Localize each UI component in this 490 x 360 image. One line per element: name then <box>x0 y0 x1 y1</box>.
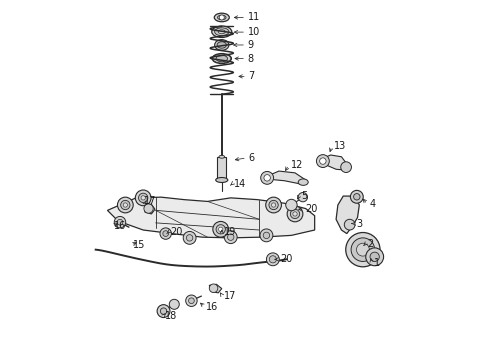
Text: 16: 16 <box>114 221 126 231</box>
Ellipse shape <box>298 179 308 185</box>
Circle shape <box>118 197 133 213</box>
Circle shape <box>144 204 153 213</box>
Circle shape <box>216 225 225 234</box>
Ellipse shape <box>217 42 226 48</box>
Text: 20: 20 <box>280 254 293 264</box>
Circle shape <box>293 212 297 216</box>
Circle shape <box>160 228 172 239</box>
Circle shape <box>260 229 273 242</box>
Circle shape <box>169 299 179 309</box>
Circle shape <box>264 175 270 181</box>
Circle shape <box>266 197 281 213</box>
Text: 17: 17 <box>224 291 237 301</box>
Ellipse shape <box>212 54 231 64</box>
Circle shape <box>183 231 196 244</box>
Circle shape <box>261 171 273 184</box>
Circle shape <box>157 305 170 318</box>
Text: 12: 12 <box>291 160 303 170</box>
Text: 4: 4 <box>369 199 375 209</box>
Text: 14: 14 <box>234 179 246 189</box>
Circle shape <box>139 193 148 203</box>
Ellipse shape <box>216 55 227 62</box>
Polygon shape <box>145 204 155 214</box>
Text: 15: 15 <box>132 240 145 250</box>
Circle shape <box>224 231 237 244</box>
Circle shape <box>291 209 300 219</box>
Text: 6: 6 <box>248 153 255 163</box>
Circle shape <box>219 227 223 231</box>
Circle shape <box>271 203 276 207</box>
Circle shape <box>298 193 308 202</box>
Circle shape <box>356 243 369 256</box>
Text: 20: 20 <box>171 227 183 237</box>
Circle shape <box>267 253 279 266</box>
Polygon shape <box>336 196 359 234</box>
Text: 18: 18 <box>165 311 177 321</box>
Circle shape <box>263 232 270 239</box>
Text: 16: 16 <box>206 302 219 312</box>
Text: 17: 17 <box>144 196 157 206</box>
Circle shape <box>366 248 384 266</box>
Text: 5: 5 <box>301 191 307 201</box>
Circle shape <box>287 206 303 222</box>
Circle shape <box>213 221 228 237</box>
Ellipse shape <box>216 177 228 183</box>
Text: 3: 3 <box>356 219 363 229</box>
Circle shape <box>160 308 167 314</box>
Circle shape <box>121 201 130 210</box>
Polygon shape <box>209 284 222 293</box>
Circle shape <box>209 284 218 293</box>
Polygon shape <box>267 171 306 184</box>
Circle shape <box>189 298 194 303</box>
Circle shape <box>370 252 379 261</box>
Circle shape <box>114 216 126 228</box>
Circle shape <box>354 194 360 200</box>
Ellipse shape <box>215 28 229 36</box>
Text: 7: 7 <box>248 71 255 81</box>
Ellipse shape <box>212 26 232 37</box>
FancyBboxPatch shape <box>217 157 226 180</box>
Text: 13: 13 <box>334 141 346 151</box>
Text: 8: 8 <box>248 54 254 64</box>
Circle shape <box>341 162 351 172</box>
Circle shape <box>186 235 193 241</box>
Circle shape <box>351 238 375 261</box>
Text: 11: 11 <box>248 13 260 22</box>
Circle shape <box>346 233 380 267</box>
Polygon shape <box>107 197 315 238</box>
Circle shape <box>344 219 355 230</box>
Circle shape <box>123 203 127 207</box>
Ellipse shape <box>219 156 224 158</box>
Ellipse shape <box>218 15 226 20</box>
Text: 1: 1 <box>373 258 380 268</box>
Circle shape <box>117 219 123 225</box>
Circle shape <box>269 201 278 210</box>
Circle shape <box>227 234 234 240</box>
Circle shape <box>350 190 363 203</box>
Polygon shape <box>322 155 347 170</box>
Text: 19: 19 <box>223 227 236 237</box>
Ellipse shape <box>215 40 229 50</box>
Circle shape <box>135 190 151 206</box>
Ellipse shape <box>218 30 225 34</box>
Circle shape <box>141 196 146 200</box>
Text: 2: 2 <box>368 239 374 249</box>
Circle shape <box>286 199 297 211</box>
Circle shape <box>270 256 276 263</box>
Text: 9: 9 <box>248 40 254 50</box>
Circle shape <box>220 15 224 20</box>
Circle shape <box>317 155 329 167</box>
Text: 10: 10 <box>248 27 260 37</box>
Circle shape <box>186 295 197 306</box>
Circle shape <box>319 158 326 164</box>
Circle shape <box>163 231 169 237</box>
Ellipse shape <box>214 13 229 22</box>
Text: 20: 20 <box>305 204 318 214</box>
